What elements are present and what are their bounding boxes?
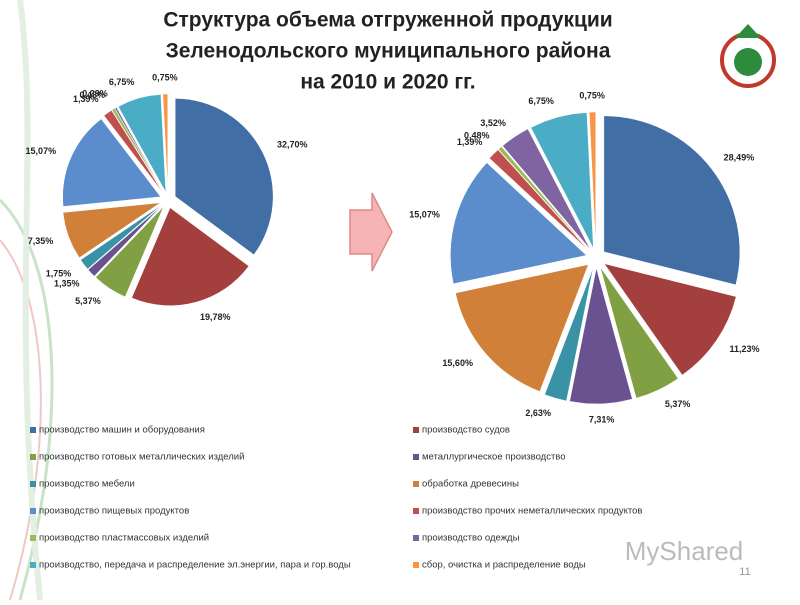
legend-label: производство одежды <box>422 533 520 544</box>
value-label: 1,39% <box>457 137 483 147</box>
legend-label: производство готовых металлических издел… <box>39 452 244 463</box>
value-label: 5,37% <box>75 296 101 306</box>
value-label: 15,07% <box>26 146 57 156</box>
value-label: 7,31% <box>589 414 615 424</box>
value-label: 6,75% <box>109 77 135 87</box>
title-line: на 2010 и 2020 гг. <box>300 71 475 94</box>
title-line: Зеленодольского муниципального района <box>166 40 611 63</box>
value-label: 0,29% <box>82 88 108 98</box>
value-label: 11,23% <box>729 344 759 354</box>
watermark: MyShared <box>625 536 744 566</box>
value-label: 3,52% <box>480 118 506 128</box>
value-label: 7,35% <box>28 236 54 246</box>
pie-slice <box>502 128 591 250</box>
value-label: 0,75% <box>579 90 605 100</box>
legend-swatch <box>413 562 419 568</box>
value-label: 28,49% <box>724 153 755 163</box>
value-label: 0,48% <box>79 90 105 100</box>
title-line: Структура объема отгруженной продукции <box>163 9 612 32</box>
value-label: 0,48% <box>464 130 490 140</box>
pie-slice <box>62 118 162 207</box>
pie-slice <box>131 207 250 306</box>
pie-slice <box>114 107 165 194</box>
legend-swatch <box>30 481 36 487</box>
value-label: 32,70% <box>277 140 308 150</box>
legend-swatch <box>413 427 419 433</box>
legend-swatch <box>30 454 36 460</box>
value-label: 1,75% <box>46 269 72 279</box>
pie-slice <box>603 115 741 286</box>
value-label: 1,39% <box>73 94 99 104</box>
pie-slice <box>489 149 590 252</box>
value-label: 15,60% <box>442 358 473 368</box>
legend-label: производство мебели <box>39 479 135 490</box>
legend-swatch <box>30 508 36 514</box>
pie-slice <box>95 206 164 298</box>
legend-swatch <box>413 481 419 487</box>
legend-label: металлургическое производство <box>422 452 566 463</box>
legend-label: производство, передача и распределение э… <box>39 560 351 571</box>
pie-slice <box>530 112 594 249</box>
legend-label: производство судов <box>422 425 510 436</box>
pie-slice <box>87 205 163 277</box>
legend-label: производство пищевых продуктов <box>39 506 189 517</box>
pie-slice <box>603 263 737 376</box>
pie-slice <box>80 204 162 270</box>
pie-slice <box>600 266 679 399</box>
legend-label: обработка древесины <box>422 479 519 490</box>
pie-slice <box>455 264 589 392</box>
page-number: 11 <box>739 566 750 578</box>
decor <box>0 239 42 601</box>
pie-slice <box>162 93 169 193</box>
pie-slice <box>450 162 587 285</box>
pie-slice <box>544 267 594 402</box>
value-label: 5,37% <box>665 399 691 409</box>
value-label: 2,63% <box>525 408 551 418</box>
decor <box>0 198 54 601</box>
pie-slice <box>62 202 161 259</box>
legend-label: производство прочих неметаллических прод… <box>422 506 642 517</box>
pie-slice <box>569 267 633 405</box>
pie-slice <box>117 94 167 193</box>
value-label: 0,75% <box>152 72 178 82</box>
legend-swatch <box>30 562 36 568</box>
legend-label: сбор, очистка и распределение воды <box>422 560 586 571</box>
arrow <box>349 192 393 272</box>
pie-slice <box>589 111 597 249</box>
pie-slice <box>103 109 164 194</box>
value-label: 15,07% <box>409 209 440 219</box>
value-label: 1,35% <box>54 278 80 288</box>
pie-slice <box>498 146 590 251</box>
logo <box>720 24 776 88</box>
legend-label: производство машин и оборудования <box>39 425 205 436</box>
legend-swatch <box>413 508 419 514</box>
pie-slice <box>174 98 274 256</box>
legend-swatch <box>30 427 36 433</box>
value-label: 19,78% <box>200 312 231 322</box>
legend-swatch <box>30 535 36 541</box>
legend-label: производство пластмассовых изделий <box>39 533 209 544</box>
value-label: 6,75% <box>528 96 554 106</box>
legend-swatch <box>413 535 419 541</box>
legend-swatch <box>413 454 419 460</box>
